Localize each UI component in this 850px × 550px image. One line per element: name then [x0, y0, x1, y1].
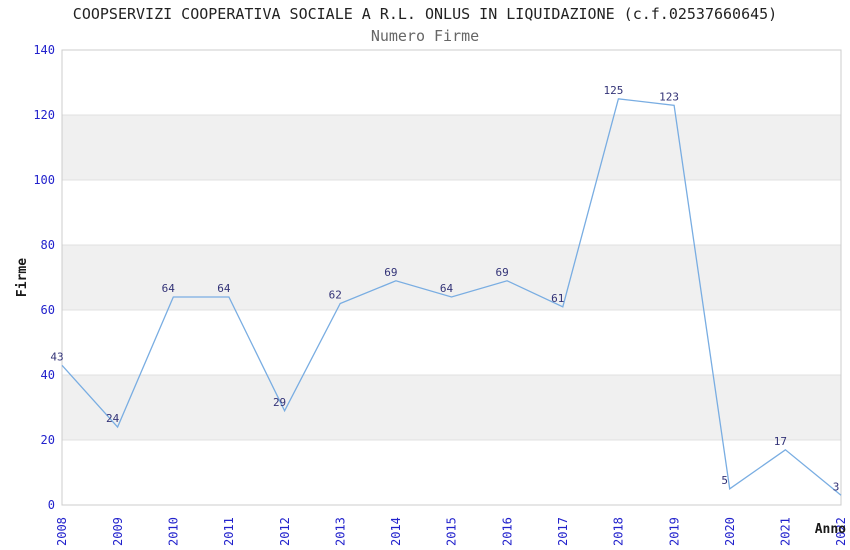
- x-tick-label: 2019: [667, 517, 681, 546]
- point-label: 64: [440, 282, 454, 295]
- background-band: [62, 375, 841, 440]
- x-tick-label: 2012: [278, 517, 292, 546]
- point-label: 3: [833, 480, 840, 493]
- y-tick-label: 20: [41, 433, 55, 447]
- point-label: 24: [106, 412, 120, 425]
- y-tick-label: 0: [48, 498, 55, 512]
- y-tick-label: 140: [33, 43, 55, 57]
- chart-subtitle: Numero Firme: [370, 27, 480, 45]
- x-axis-label: Anno: [815, 522, 846, 537]
- point-label: 125: [603, 84, 623, 97]
- y-tick-label: 100: [33, 173, 55, 187]
- point-label: 61: [551, 292, 564, 305]
- point-label: 62: [329, 289, 342, 302]
- x-tick-label: 2022: [834, 517, 848, 546]
- point-label: 5: [721, 474, 728, 487]
- x-tick-label: 2014: [389, 517, 403, 546]
- y-tick-label: 80: [41, 238, 55, 252]
- point-label: 64: [217, 282, 231, 295]
- point-label: 43: [50, 350, 63, 363]
- x-tick-label: 2020: [723, 517, 737, 546]
- y-tick-label: 120: [33, 108, 55, 122]
- x-tick-label: 2016: [500, 517, 514, 546]
- x-tick-label: 2013: [333, 517, 347, 546]
- x-tick-label: 2021: [779, 517, 793, 546]
- x-tick-label: 2010: [167, 517, 181, 546]
- plot-border: [61, 49, 842, 506]
- chart-title: COOPSERVIZI COOPERATIVA SOCIALE A R.L. O…: [72, 5, 778, 23]
- x-tick-label: 2009: [111, 517, 125, 546]
- x-tick-label: 2018: [612, 517, 626, 546]
- y-axis-label: Firme: [15, 258, 30, 297]
- point-label: 64: [162, 282, 176, 295]
- x-tick-label: 2011: [222, 517, 236, 546]
- point-label: 69: [384, 266, 397, 279]
- background-band: [62, 115, 841, 180]
- line-series: [61, 98, 842, 496]
- background-band: [62, 245, 841, 310]
- x-tick-label: 2017: [556, 517, 570, 546]
- x-tick-label: 2008: [55, 517, 69, 546]
- y-tick-label: 60: [41, 303, 55, 317]
- point-label: 123: [659, 90, 679, 103]
- y-tick-label: 40: [41, 368, 55, 382]
- point-label: 17: [774, 435, 787, 448]
- point-label: 29: [273, 396, 286, 409]
- x-tick-label: 2015: [445, 517, 459, 546]
- point-label: 69: [496, 266, 509, 279]
